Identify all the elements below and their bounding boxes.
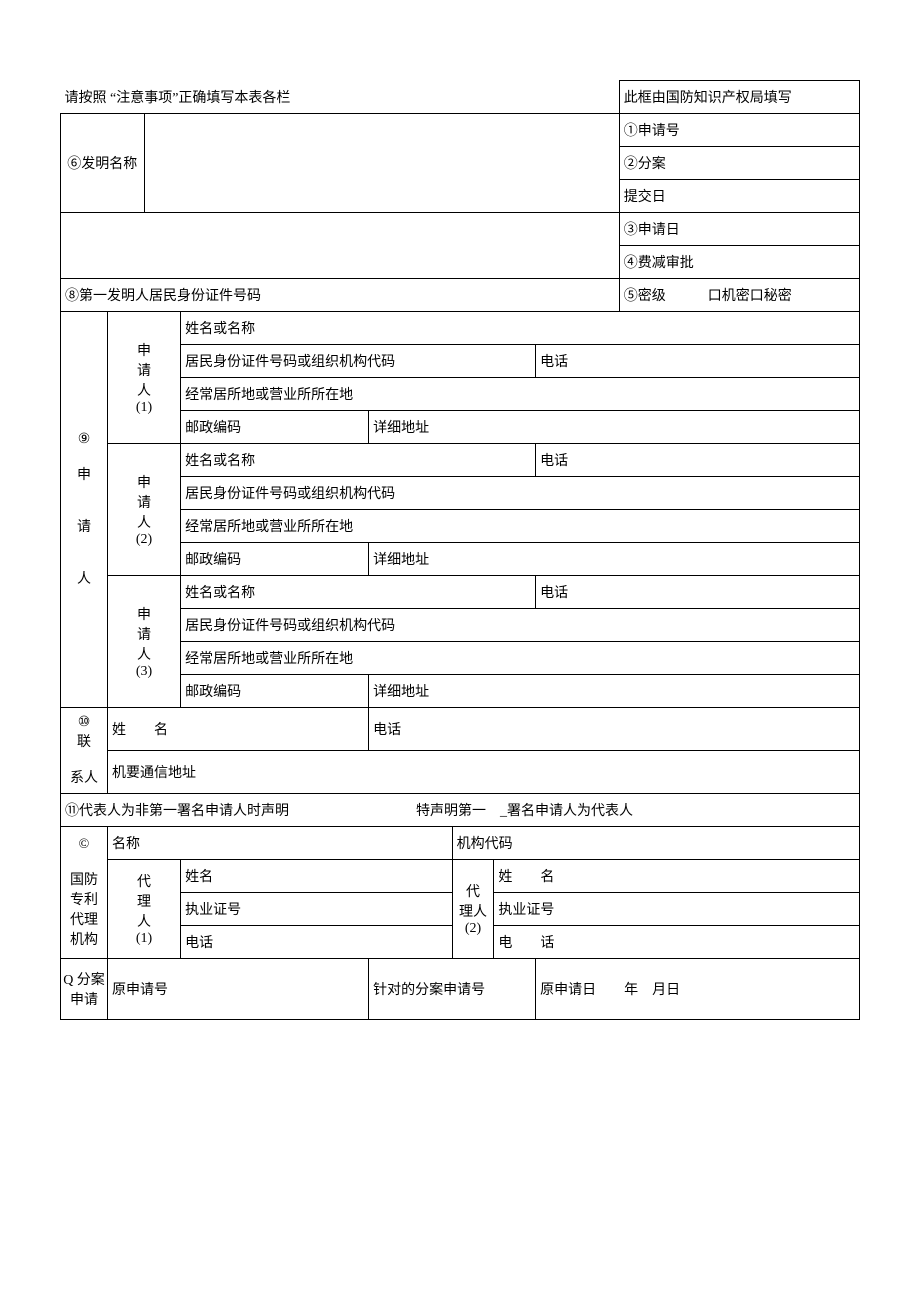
contact-mail[interactable]: 机要通信地址 — [108, 751, 860, 794]
agent2-phone[interactable]: 电 话 — [494, 926, 860, 959]
form-table: 请按照 “注意事项”正确填写本表各栏 此框由国防知识产权局填写 ⑥发明名称 ①申… — [60, 80, 860, 1020]
applicant3-label: 申请人(3) — [108, 576, 181, 708]
applicant3-id[interactable]: 居民身份证件号码或组织机构代码 — [181, 609, 860, 642]
applicant2-residence[interactable]: 经常居所地或营业所所在地 — [181, 510, 860, 543]
section13-label: Q 分案申请 — [61, 959, 108, 1020]
agency-name[interactable]: 名称 — [108, 827, 453, 860]
blank-field[interactable] — [61, 213, 620, 279]
applicant2-address[interactable]: 详细地址 — [369, 543, 860, 576]
applicant1-postcode[interactable]: 邮政编码 — [181, 411, 369, 444]
applicant2-name[interactable]: 姓名或名称 — [181, 444, 536, 477]
orig-app-number[interactable]: 原申请号 — [108, 959, 369, 1020]
orig-app-date[interactable]: 原申请日 年 月日 — [536, 959, 860, 1020]
applicant3-name[interactable]: 姓名或名称 — [181, 576, 536, 609]
applicant1-id[interactable]: 居民身份证件号码或组织机构代码 — [181, 345, 536, 378]
applicant3-address[interactable]: 详细地址 — [369, 675, 860, 708]
applicant1-name[interactable]: 姓名或名称 — [181, 312, 860, 345]
agent2-name[interactable]: 姓 名 — [494, 860, 860, 893]
applicant2-id[interactable]: 居民身份证件号码或组织机构代码 — [181, 477, 860, 510]
agent1-label: 代理人(1) — [108, 860, 181, 959]
applicant2-label: 申请人(2) — [108, 444, 181, 576]
field-app-date: ③申请日 — [619, 213, 859, 246]
section11: ⑪代表人为非第一署名申请人时声明 特声明第一 _署名申请人为代表人 — [61, 794, 860, 827]
header-left: 请按照 “注意事项”正确填写本表各栏 — [61, 81, 620, 114]
field-fee-approval: ④费减审批 — [619, 246, 859, 279]
applicant1-label: 申请人(1) — [108, 312, 181, 444]
applicant2-phone[interactable]: 电话 — [536, 444, 860, 477]
div-app-number[interactable]: 针对的分案申请号 — [369, 959, 536, 1020]
agency-org-code[interactable]: 机构代码 — [452, 827, 859, 860]
agent1-phone[interactable]: 电话 — [181, 926, 453, 959]
agent2-cert[interactable]: 执业证号 — [494, 893, 860, 926]
field-app-number: ①申请号 — [619, 114, 859, 147]
agent2-label: 代理人(2) — [452, 860, 494, 959]
applicant3-residence[interactable]: 经常居所地或营业所所在地 — [181, 642, 860, 675]
header-right: 此框由国防知识产权局填写 — [619, 81, 859, 114]
applicant1-residence[interactable]: 经常居所地或营业所所在地 — [181, 378, 860, 411]
invention-name-field[interactable] — [144, 114, 619, 213]
section9-label: ⑨ 申 请 人 — [61, 312, 108, 708]
applicant1-phone[interactable]: 电话 — [536, 345, 860, 378]
section8-right: ⑤密级 口机密口秘密 — [619, 279, 859, 312]
field-submit-date: 提交日 — [619, 180, 859, 213]
applicant2-postcode[interactable]: 邮政编码 — [181, 543, 369, 576]
agent1-name[interactable]: 姓名 — [181, 860, 453, 893]
field-division: ②分案 — [619, 147, 859, 180]
applicant3-postcode[interactable]: 邮政编码 — [181, 675, 369, 708]
section12-label: © 国防专利代理机构 — [61, 827, 108, 959]
applicant1-address[interactable]: 详细地址 — [369, 411, 860, 444]
section10-label: ⑩ 联 系人 — [61, 708, 108, 794]
applicant3-phone[interactable]: 电话 — [536, 576, 860, 609]
contact-phone[interactable]: 电话 — [369, 708, 860, 751]
section8-label: ⑧第一发明人居民身份证件号码 — [61, 279, 620, 312]
agent1-cert[interactable]: 执业证号 — [181, 893, 453, 926]
section6-label: ⑥发明名称 — [61, 114, 145, 213]
contact-name[interactable]: 姓 名 — [108, 708, 369, 751]
